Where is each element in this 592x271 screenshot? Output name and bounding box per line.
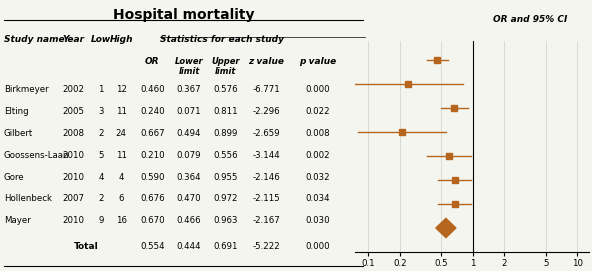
Text: 0.576: 0.576 — [214, 85, 238, 94]
Text: 0.030: 0.030 — [305, 216, 330, 225]
Text: 5: 5 — [98, 151, 104, 160]
Text: 2005: 2005 — [62, 107, 85, 116]
Text: 0.494: 0.494 — [177, 129, 201, 138]
Text: p value: p value — [299, 57, 336, 66]
Text: 0.032: 0.032 — [305, 173, 330, 182]
Text: Statistics for each study: Statistics for each study — [160, 35, 284, 44]
Text: Hollenbeck: Hollenbeck — [4, 195, 52, 204]
Text: 0.460: 0.460 — [140, 85, 165, 94]
Text: 24: 24 — [115, 129, 127, 138]
Text: 9: 9 — [98, 216, 104, 225]
Text: Gore: Gore — [4, 173, 24, 182]
Text: 3: 3 — [98, 107, 104, 116]
Text: -6.771: -6.771 — [252, 85, 280, 94]
Text: Total: Total — [73, 242, 98, 251]
Text: 0.079: 0.079 — [177, 151, 201, 160]
Text: 0.811: 0.811 — [214, 107, 238, 116]
Text: -2.167: -2.167 — [252, 216, 280, 225]
Text: Year: Year — [62, 35, 85, 44]
Text: 0.034: 0.034 — [305, 195, 330, 204]
Text: -5.222: -5.222 — [252, 242, 280, 251]
Text: 2: 2 — [98, 195, 104, 204]
Text: 2008: 2008 — [62, 129, 85, 138]
Text: 0.899: 0.899 — [214, 129, 238, 138]
Text: Lower
limit: Lower limit — [175, 57, 203, 76]
Text: 0.364: 0.364 — [177, 173, 201, 182]
Text: 0.556: 0.556 — [214, 151, 238, 160]
Text: -3.144: -3.144 — [252, 151, 280, 160]
Text: -2.115: -2.115 — [252, 195, 280, 204]
Text: 0.210: 0.210 — [140, 151, 165, 160]
Text: Upper
limit: Upper limit — [211, 57, 240, 76]
Text: 0.466: 0.466 — [177, 216, 201, 225]
Text: 0.955: 0.955 — [214, 173, 238, 182]
Text: 0.691: 0.691 — [214, 242, 238, 251]
Text: 0.444: 0.444 — [177, 242, 201, 251]
Text: Elting: Elting — [4, 107, 28, 116]
Text: High: High — [110, 35, 133, 44]
Text: 0.071: 0.071 — [177, 107, 201, 116]
Text: Hospital mortality: Hospital mortality — [112, 8, 255, 22]
Text: 0.972: 0.972 — [214, 195, 238, 204]
Text: 0.667: 0.667 — [140, 129, 165, 138]
Text: Mayer: Mayer — [4, 216, 30, 225]
Text: 6: 6 — [118, 195, 124, 204]
Text: -2.296: -2.296 — [252, 107, 280, 116]
Text: -2.146: -2.146 — [252, 173, 280, 182]
Text: 2010: 2010 — [62, 216, 85, 225]
Text: Study name: Study name — [4, 35, 65, 44]
Text: OR: OR — [145, 57, 160, 66]
Text: 0.002: 0.002 — [305, 151, 330, 160]
Text: 11: 11 — [115, 107, 127, 116]
Text: 0.008: 0.008 — [305, 129, 330, 138]
Text: 0.590: 0.590 — [140, 173, 165, 182]
Text: OR and 95% CI: OR and 95% CI — [493, 15, 568, 24]
Text: Low: Low — [91, 35, 111, 44]
Text: 4: 4 — [98, 173, 104, 182]
Text: 0.676: 0.676 — [140, 195, 165, 204]
Text: 11: 11 — [115, 151, 127, 160]
Text: 0.022: 0.022 — [305, 107, 330, 116]
Text: 2007: 2007 — [62, 195, 85, 204]
Text: z value: z value — [248, 57, 284, 66]
Text: Birkmeyer: Birkmeyer — [4, 85, 49, 94]
Text: 1: 1 — [98, 85, 104, 94]
Text: 0.470: 0.470 — [177, 195, 201, 204]
Text: 2010: 2010 — [62, 173, 85, 182]
Text: 12: 12 — [115, 85, 127, 94]
Text: 0.670: 0.670 — [140, 216, 165, 225]
Text: 0.554: 0.554 — [140, 242, 165, 251]
Text: 2: 2 — [98, 129, 104, 138]
Text: 2010: 2010 — [62, 151, 85, 160]
Text: 0.963: 0.963 — [214, 216, 238, 225]
Text: 4: 4 — [118, 173, 124, 182]
Text: 16: 16 — [115, 216, 127, 225]
Text: Gilbert: Gilbert — [4, 129, 33, 138]
Text: 0.000: 0.000 — [305, 242, 330, 251]
Text: 0.240: 0.240 — [140, 107, 165, 116]
Text: -2.659: -2.659 — [252, 129, 280, 138]
Text: 0.000: 0.000 — [305, 85, 330, 94]
Text: Goossens-Laan: Goossens-Laan — [4, 151, 69, 160]
Text: 0.367: 0.367 — [177, 85, 201, 94]
Polygon shape — [436, 218, 456, 238]
Text: 2002: 2002 — [62, 85, 85, 94]
